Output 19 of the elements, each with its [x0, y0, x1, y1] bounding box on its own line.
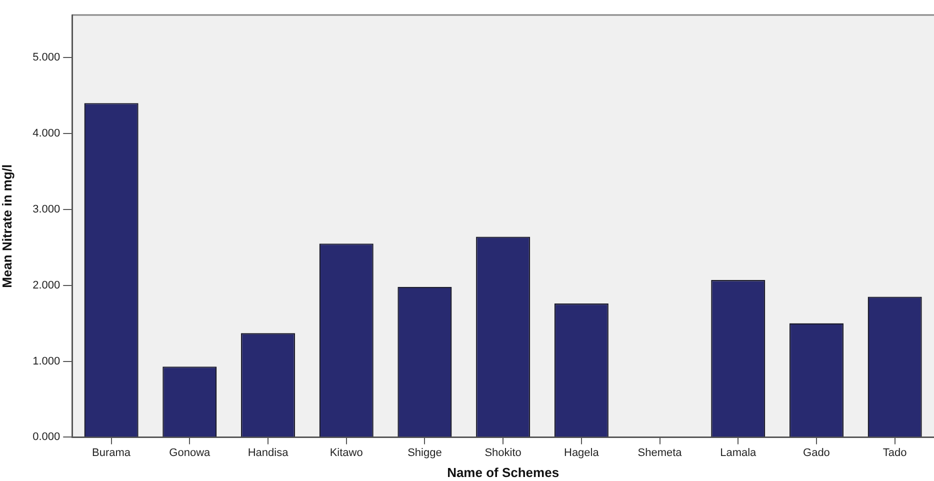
x-tick-label: Shemeta: [638, 446, 683, 459]
y-tick-label: 2.000: [32, 279, 60, 292]
x-tick-label: Hagela: [564, 446, 600, 459]
x-tick-label: Shigge: [408, 446, 442, 459]
x-tick-label: Burama: [92, 446, 132, 459]
y-tick-label: 4.000: [32, 127, 60, 140]
y-tick-label: 0.000: [32, 431, 60, 444]
x-tick-label: Handisa: [248, 446, 290, 459]
x-tick-label: Kitawo: [330, 446, 363, 459]
x-tick-label: Gado: [803, 446, 830, 459]
x-tick-label: Shokito: [484, 446, 522, 459]
x-tick-label: Lamala: [720, 446, 758, 459]
y-axis-title: Mean Nitrate in mg/l: [0, 164, 14, 288]
y-tick-label: 1.000: [32, 355, 60, 368]
y-tick-label: 5.000: [32, 52, 60, 64]
x-tick-label: Gonowa: [169, 446, 212, 459]
x-axis-title: Name of Schemes: [447, 464, 560, 480]
y-tick-label: 3.000: [32, 203, 60, 216]
x-tick-label: Tado: [882, 446, 907, 459]
